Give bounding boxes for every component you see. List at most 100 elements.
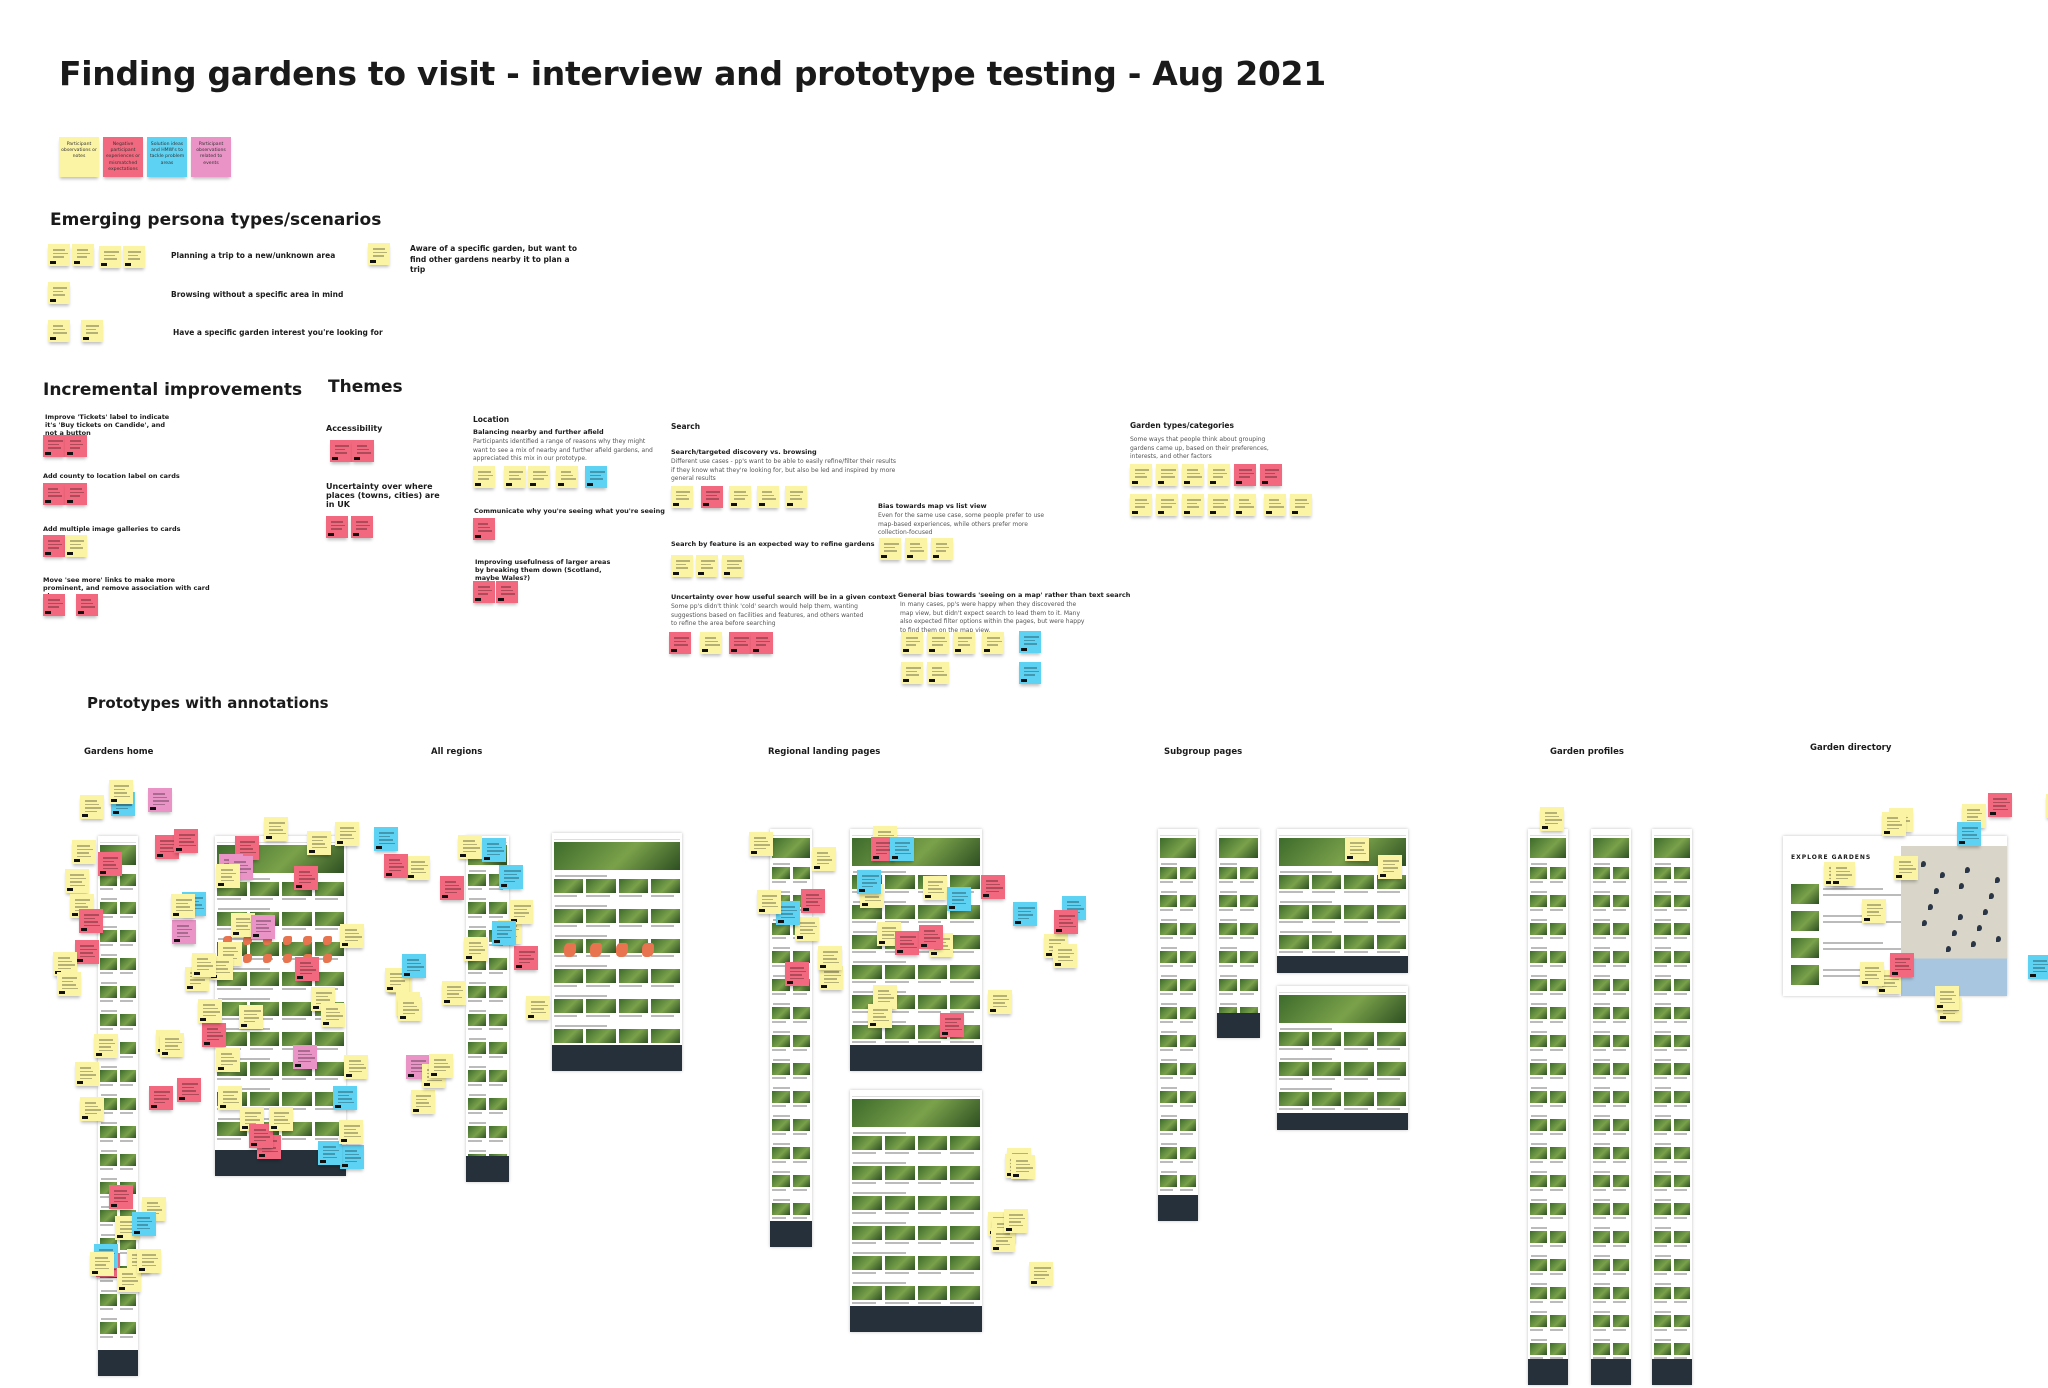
sticky-note[interactable] [818, 946, 842, 970]
sticky-note[interactable] [269, 1107, 293, 1131]
sticky-note[interactable] [1234, 494, 1256, 516]
sticky-note[interactable] [81, 320, 103, 342]
map-pin-icon[interactable] [1952, 930, 1957, 936]
sticky-note[interactable] [499, 865, 523, 889]
sticky-note[interactable] [757, 890, 781, 914]
sticky-note[interactable] [1019, 631, 1041, 653]
sticky-note[interactable] [368, 243, 390, 265]
sticky-note[interactable] [48, 282, 70, 304]
sticky-note[interactable] [192, 953, 216, 977]
sticky-note[interactable] [216, 1048, 240, 1072]
sticky-note[interactable] [1208, 494, 1230, 516]
mobile-mockup[interactable] [1528, 829, 1568, 1385]
sticky-note[interactable] [72, 840, 96, 864]
sticky-note[interactable] [216, 864, 240, 888]
sticky-note[interactable] [340, 1145, 364, 1169]
sticky-note[interactable] [905, 538, 927, 560]
sticky-note[interactable] [177, 1078, 201, 1102]
legend-sticky-blue[interactable]: Solution ideas and HMW's to tackle probl… [147, 137, 187, 177]
sticky-note[interactable] [1208, 464, 1230, 486]
sticky-note[interactable] [326, 516, 348, 538]
sticky-note[interactable] [65, 869, 89, 893]
legend-sticky-red[interactable]: Negative participant experiences or mism… [103, 137, 143, 177]
sticky-note[interactable] [751, 632, 773, 654]
desktop-mockup[interactable] [1277, 829, 1408, 973]
sticky-note[interactable] [931, 538, 953, 560]
sticky-note[interactable] [398, 997, 422, 1021]
sticky-note[interactable] [75, 1062, 99, 1086]
sticky-note[interactable] [94, 1034, 118, 1058]
sticky-note[interactable] [801, 889, 825, 913]
sticky-note[interactable] [981, 875, 1005, 899]
sticky-note[interactable] [953, 632, 975, 654]
sticky-note[interactable] [174, 829, 198, 853]
sticky-note[interactable] [785, 486, 807, 508]
sticky-note[interactable] [982, 632, 1004, 654]
sticky-note[interactable] [321, 1003, 345, 1027]
sticky-note[interactable] [528, 466, 550, 488]
sticky-note[interactable] [43, 535, 65, 557]
sticky-note[interactable] [492, 921, 516, 945]
sticky-note[interactable] [514, 946, 538, 970]
sticky-note[interactable] [98, 852, 122, 876]
sticky-note[interactable] [1988, 793, 2012, 817]
sticky-note[interactable] [202, 1023, 226, 1047]
map-pin-icon[interactable] [1983, 909, 1988, 915]
sticky-note[interactable] [1935, 986, 1959, 1010]
sticky-note[interactable] [1029, 1262, 1053, 1286]
sticky-note[interactable] [901, 632, 923, 654]
sticky-note[interactable] [75, 940, 99, 964]
sticky-note[interactable] [473, 518, 495, 540]
sticky-note[interactable] [160, 1033, 184, 1057]
map-pin-icon[interactable] [1934, 888, 1939, 894]
sticky-note[interactable] [729, 632, 751, 654]
map-pin-icon[interactable] [1971, 941, 1976, 947]
mobile-mockup[interactable] [98, 836, 138, 1376]
sticky-note[interactable] [1860, 962, 1884, 986]
map-pin-icon[interactable] [1995, 877, 2000, 883]
sticky-note[interactable] [344, 1055, 368, 1079]
sticky-note[interactable] [482, 838, 506, 862]
sticky-note[interactable] [857, 870, 881, 894]
sticky-note[interactable] [330, 440, 352, 462]
sticky-note[interactable] [90, 1252, 114, 1276]
sticky-note[interactable] [339, 1120, 363, 1144]
sticky-note[interactable] [2028, 955, 2048, 979]
sticky-note[interactable] [927, 662, 949, 684]
sticky-note[interactable] [458, 835, 482, 859]
sticky-note[interactable] [318, 1141, 342, 1165]
sticky-note[interactable] [385, 968, 409, 992]
mobile-mockup[interactable] [1591, 829, 1631, 1385]
sticky-note[interactable] [76, 594, 98, 616]
sticky-note[interactable] [384, 854, 408, 878]
sticky-note[interactable] [402, 954, 426, 978]
sticky-note[interactable] [1011, 1155, 1035, 1179]
sticky-note[interactable] [293, 1045, 317, 1069]
sticky-note[interactable] [940, 1013, 964, 1037]
sticky-note[interactable] [669, 632, 691, 654]
sticky-note[interactable] [749, 832, 773, 856]
mobile-mockup[interactable] [466, 836, 509, 1182]
sticky-note[interactable] [901, 662, 923, 684]
sticky-note[interactable] [251, 915, 275, 939]
sticky-note[interactable] [442, 981, 466, 1005]
map-pin-icon[interactable] [1996, 936, 2001, 942]
sticky-note[interactable] [988, 990, 1012, 1014]
sticky-note[interactable] [785, 962, 809, 986]
sticky-note[interactable] [1156, 464, 1178, 486]
map-pin-icon[interactable] [1958, 914, 1963, 920]
sticky-note[interactable] [109, 780, 133, 804]
sticky-note[interactable] [218, 1086, 242, 1110]
map-pin-icon[interactable] [1965, 867, 1970, 873]
sticky-note[interactable] [496, 581, 518, 603]
map-view[interactable] [1901, 846, 2007, 996]
sticky-note[interactable] [440, 876, 464, 900]
sticky-note[interactable] [464, 937, 488, 961]
map-pin-icon[interactable] [1922, 920, 1927, 926]
sticky-note[interactable] [890, 837, 914, 861]
legend-sticky-pink[interactable]: Participant observations related to even… [191, 137, 231, 177]
sticky-note[interactable] [729, 486, 751, 508]
sticky-note[interactable] [473, 581, 495, 603]
sticky-note[interactable] [411, 1090, 435, 1114]
sticky-note[interactable] [43, 483, 65, 505]
